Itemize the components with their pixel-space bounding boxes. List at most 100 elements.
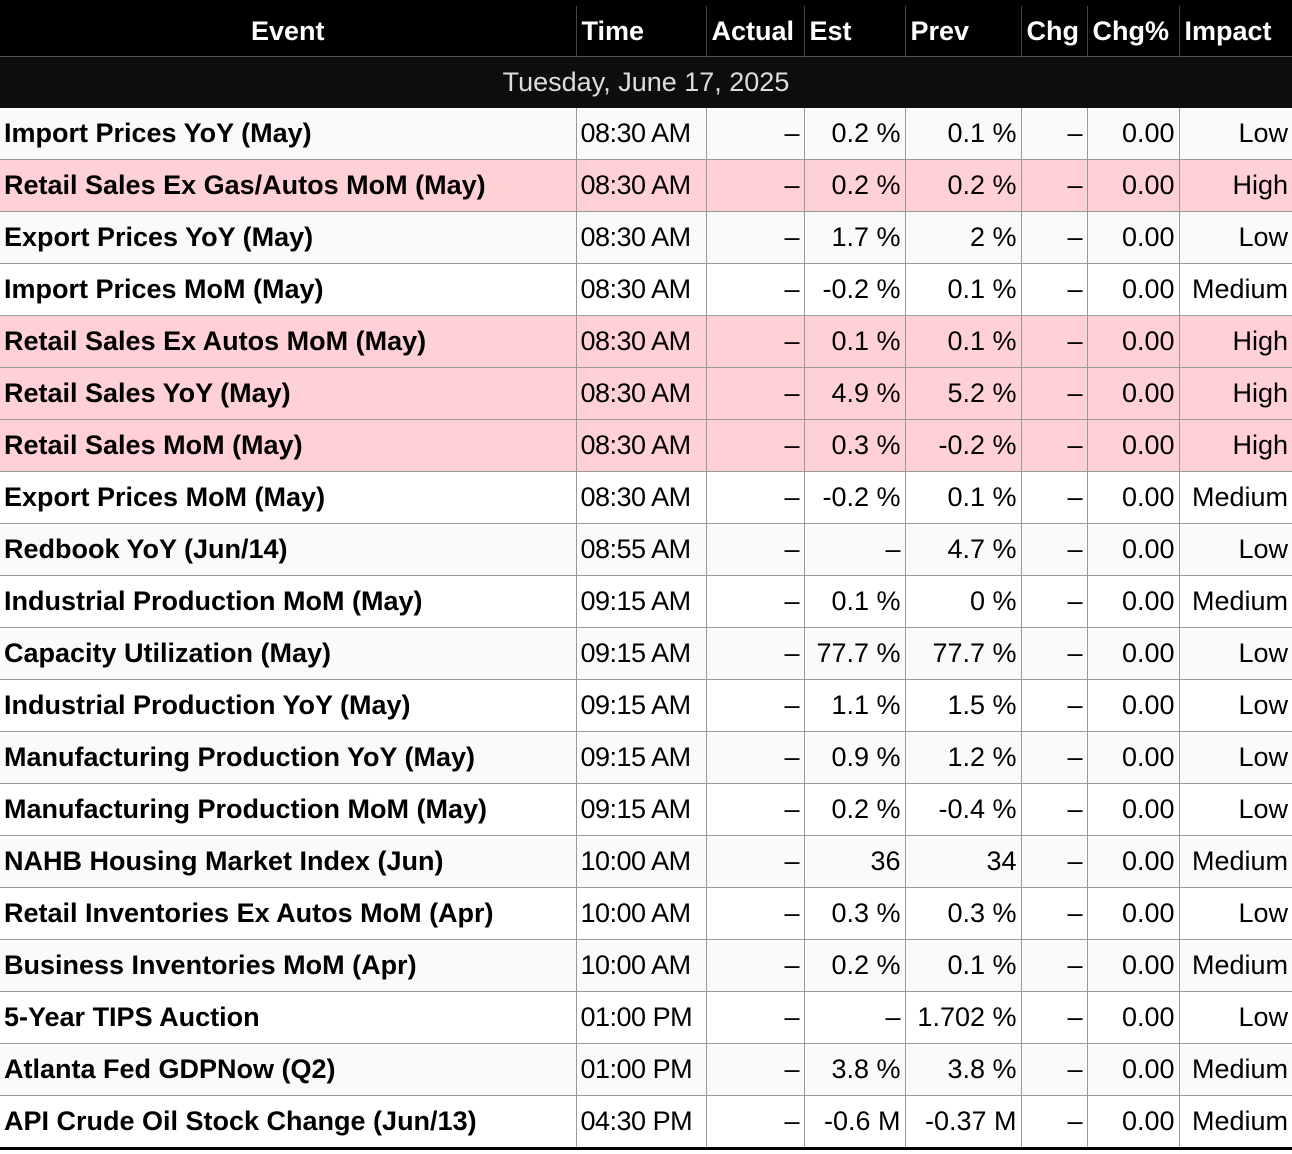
column-header-actual[interactable]: Actual (705, 3, 804, 57)
event-previous: 77.7 % (904, 627, 1021, 680)
event-name: Industrial Production YoY (May) (0, 679, 576, 732)
event-actual: – (705, 783, 804, 836)
event-previous: 0.1 % (904, 939, 1021, 992)
column-header-chg[interactable]: Chg (1020, 3, 1087, 57)
table-row[interactable]: Retail Sales MoM (May) 08:30 AM –0.3 % -0.2… (0, 419, 1292, 472)
table-row[interactable]: Redbook YoY (Jun/14) 08:55 AM – –4.7 % –0.00… (0, 523, 1292, 576)
table-row[interactable]: Manufacturing Production MoM (May) 09:15 … (0, 783, 1292, 836)
table-row[interactable]: Industrial Production YoY (May) 09:15 AM –… (0, 679, 1292, 732)
event-change-percent: 0.00 (1086, 783, 1179, 836)
event-time: 10:00 AM (575, 835, 706, 888)
event-change: – (1020, 159, 1087, 212)
event-change-percent: 0.00 (1086, 679, 1179, 732)
event-name: Atlanta Fed GDPNow (Q2) (0, 1043, 576, 1096)
event-previous: 5.2 % (904, 367, 1021, 420)
event-impact: Low (1178, 783, 1292, 836)
event-change: – (1020, 523, 1087, 576)
event-change-percent: 0.00 (1086, 471, 1179, 524)
event-impact: Low (1178, 887, 1292, 940)
event-change: – (1020, 783, 1087, 836)
event-actual: – (705, 679, 804, 732)
event-change-percent: 0.00 (1086, 211, 1179, 264)
event-change-percent: 0.00 (1086, 887, 1179, 940)
table-row[interactable]: Import Prices YoY (May) 08:30 AM –0.2 % 0.1… (0, 108, 1292, 160)
table-row[interactable]: NAHB Housing Market Index (Jun) 10:00 AM –… (0, 835, 1292, 888)
event-estimate: 0.2 % (803, 159, 905, 212)
event-change: – (1020, 419, 1087, 472)
event-change-percent: 0.00 (1086, 108, 1179, 160)
event-estimate: 0.2 % (803, 108, 905, 160)
table-row[interactable]: Atlanta Fed GDPNow (Q2) 01:00 PM –3.8 % 3.8… (0, 1043, 1292, 1096)
table-row[interactable]: Capacity Utilization (May) 09:15 AM –77.7 … (0, 627, 1292, 680)
event-previous: 0.3 % (904, 887, 1021, 940)
table-row[interactable]: Export Prices YoY (May) 08:30 AM –1.7 % 2 %… (0, 211, 1292, 264)
column-header-chg-percent[interactable]: Chg% (1086, 3, 1179, 57)
event-impact: High (1178, 159, 1292, 212)
event-change-percent: 0.00 (1086, 315, 1179, 368)
event-previous: 3.8 % (904, 1043, 1021, 1096)
column-header-impact[interactable]: Impact (1178, 3, 1292, 57)
event-impact: Medium (1178, 1095, 1292, 1149)
event-name: 5-Year TIPS Auction (0, 991, 576, 1044)
table-row[interactable]: Retail Inventories Ex Autos MoM (Apr) 10:… (0, 887, 1292, 940)
event-impact: Low (1178, 991, 1292, 1044)
event-actual: – (705, 419, 804, 472)
event-previous: 2 % (904, 211, 1021, 264)
event-name: Export Prices YoY (May) (0, 211, 576, 264)
table-row[interactable]: Import Prices MoM (May) 08:30 AM – -0.2 % 0.… (0, 263, 1292, 316)
event-estimate: 0.3 % (803, 419, 905, 472)
event-impact: Medium (1178, 1043, 1292, 1096)
event-actual: – (705, 991, 804, 1044)
table-row[interactable]: Business Inventories MoM (Apr) 10:00 AM –0… (0, 939, 1292, 992)
event-impact: Low (1178, 108, 1292, 160)
event-previous: 4.7 % (904, 523, 1021, 576)
table-row[interactable]: 5-Year TIPS Auction 01:00 PM – –1.702 % –0.0… (0, 991, 1292, 1044)
event-time: 08:30 AM (575, 159, 706, 212)
table-row[interactable]: Industrial Production MoM (May) 09:15 AM –… (0, 575, 1292, 628)
event-previous: 0.1 % (904, 263, 1021, 316)
column-header-time[interactable]: Time (575, 3, 706, 57)
event-estimate: 0.2 % (803, 783, 905, 836)
event-actual: – (705, 887, 804, 940)
table-row[interactable]: Retail Sales YoY (May) 08:30 AM –4.9 % 5.2 … (0, 367, 1292, 420)
event-time: 08:30 AM (575, 108, 706, 160)
event-change: – (1020, 1095, 1087, 1149)
table-row[interactable]: Export Prices MoM (May) 08:30 AM – -0.2 % 0.… (0, 471, 1292, 524)
event-name: API Crude Oil Stock Change (Jun/13) (0, 1095, 576, 1149)
event-change-percent: 0.00 (1086, 627, 1179, 680)
event-time: 09:15 AM (575, 575, 706, 628)
event-estimate: 0.2 % (803, 939, 905, 992)
event-change-percent: 0.00 (1086, 939, 1179, 992)
event-estimate: – (803, 991, 905, 1044)
table-row[interactable]: Manufacturing Production YoY (May) 09:15 … (0, 731, 1292, 784)
event-time: 10:00 AM (575, 887, 706, 940)
event-estimate: – (803, 523, 905, 576)
event-previous: 0.1 % (904, 108, 1021, 160)
event-change-percent: 0.00 (1086, 731, 1179, 784)
table-row[interactable]: API Crude Oil Stock Change (Jun/13) 04:30… (0, 1095, 1292, 1149)
table-row[interactable]: Retail Sales Ex Gas/Autos MoM (May) 08:30… (0, 159, 1292, 212)
event-actual: – (705, 263, 804, 316)
column-header-est[interactable]: Est (803, 3, 905, 57)
event-impact: Low (1178, 731, 1292, 784)
event-estimate: 77.7 % (803, 627, 905, 680)
event-previous: 1.5 % (904, 679, 1021, 732)
event-time: 09:15 AM (575, 783, 706, 836)
table-row[interactable]: Retail Sales Ex Autos MoM (May) 08:30 AM –… (0, 315, 1292, 368)
event-impact: Low (1178, 627, 1292, 680)
event-change: – (1020, 367, 1087, 420)
event-actual: – (705, 1095, 804, 1149)
column-header-event[interactable]: Event (0, 3, 576, 57)
event-estimate: -0.6 M (803, 1095, 905, 1149)
event-name: NAHB Housing Market Index (Jun) (0, 835, 576, 888)
event-previous: 0 % (904, 575, 1021, 628)
event-change: – (1020, 471, 1087, 524)
event-estimate: 3.8 % (803, 1043, 905, 1096)
event-actual: – (705, 523, 804, 576)
event-change-percent: 0.00 (1086, 1095, 1179, 1149)
column-header-prev[interactable]: Prev (904, 3, 1021, 57)
event-time: 08:30 AM (575, 471, 706, 524)
event-name: Manufacturing Production YoY (May) (0, 731, 576, 784)
event-change: – (1020, 731, 1087, 784)
